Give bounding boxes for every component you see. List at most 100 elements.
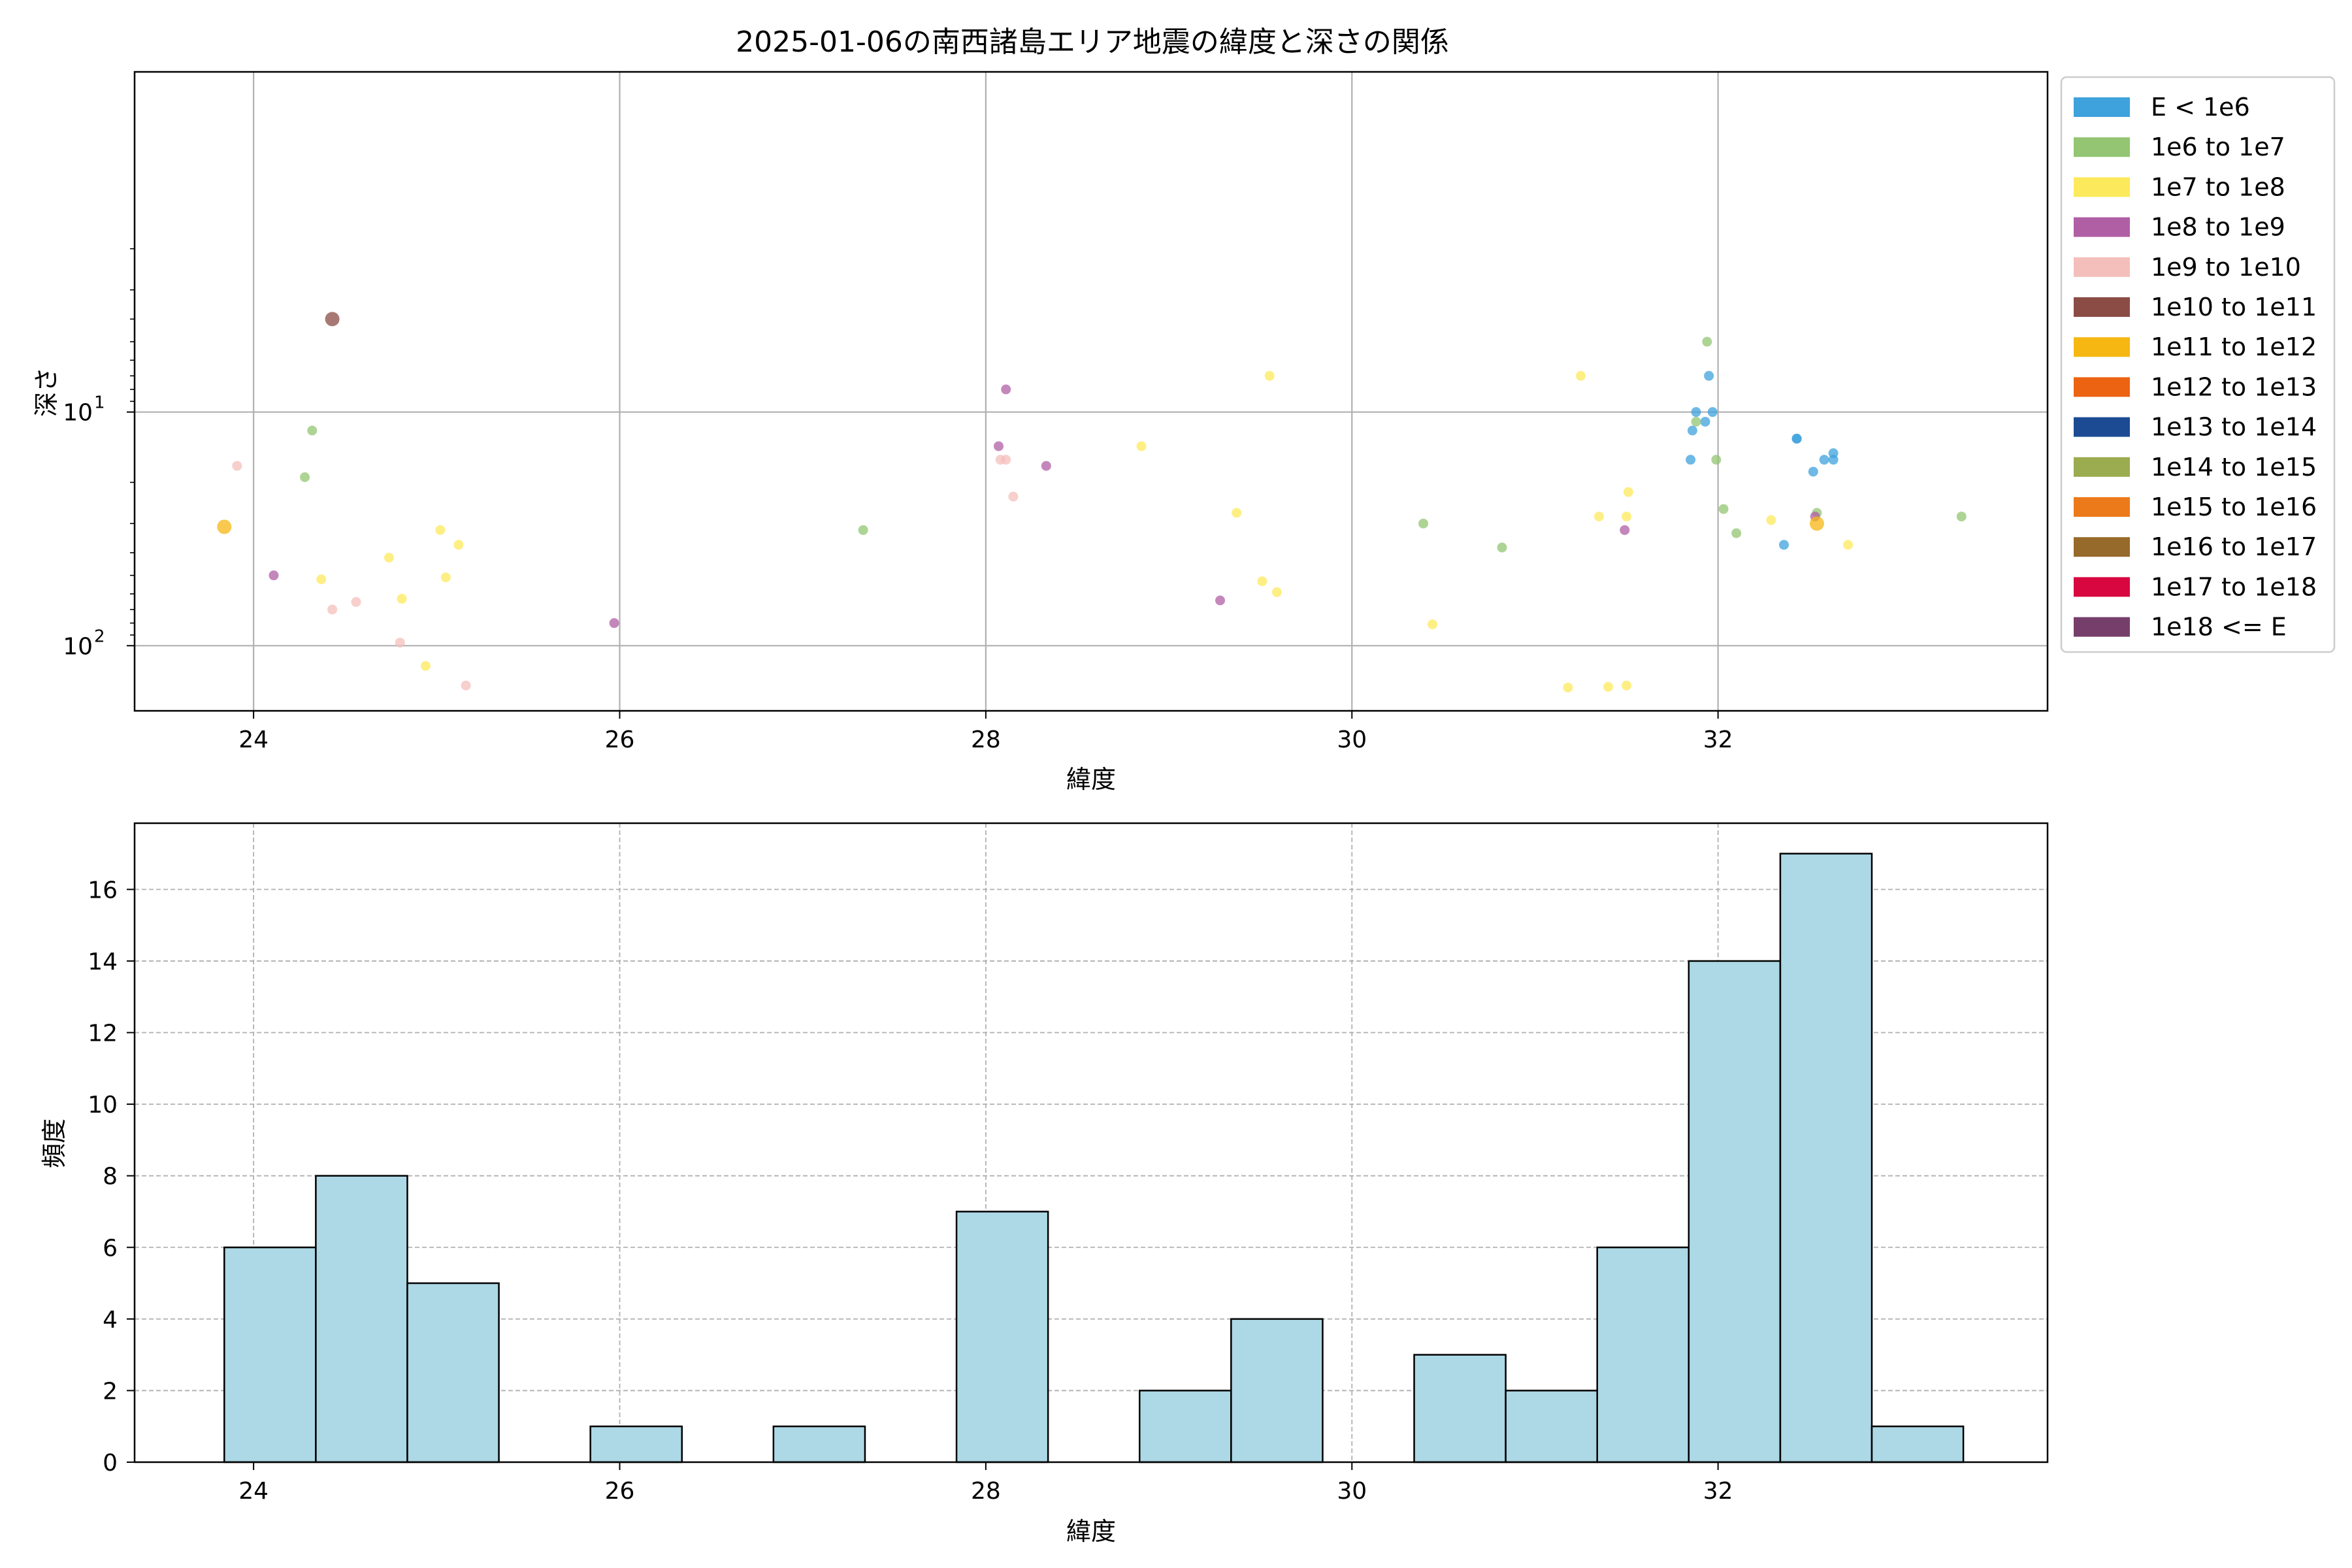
scatter-point xyxy=(421,661,431,671)
histogram-y-tick-label: 8 xyxy=(103,1164,118,1190)
scatter-point xyxy=(395,638,405,648)
histogram-x-tick-label: 28 xyxy=(971,1478,1001,1505)
legend-items: E < 1e6 1e6 to 1e7 1e7 to 1e8 1e8 to 1e9 1e9… xyxy=(2074,93,2317,642)
scatter-point xyxy=(327,604,338,615)
histogram-bar xyxy=(1688,960,1782,1463)
histogram-bar xyxy=(406,1282,500,1463)
scatter-point xyxy=(1620,525,1630,535)
scatter-point xyxy=(1418,518,1429,529)
legend-swatch xyxy=(2074,97,2130,117)
scatter-point xyxy=(1603,681,1614,692)
legend-label: 1e6 to 1e7 xyxy=(2151,133,2285,161)
legend-swatch xyxy=(2074,297,2130,317)
scatter-point xyxy=(1232,508,1242,518)
scatter-point xyxy=(300,472,310,482)
scatter-point xyxy=(453,540,464,550)
histogram-bar xyxy=(315,1175,408,1463)
histogram-y-tick-label: 10 xyxy=(88,1092,118,1119)
histogram-bar xyxy=(1505,1390,1598,1463)
scatter-y-tick-exponent: 2 xyxy=(94,627,105,646)
scatter-point xyxy=(1691,416,1701,427)
legend-label: 1e17 to 1e18 xyxy=(2151,572,2317,601)
scatter-points xyxy=(217,312,1967,693)
scatter-point xyxy=(1843,540,1854,550)
histogram-y-tick-label: 6 xyxy=(103,1235,118,1262)
scatter-point xyxy=(858,525,868,535)
scatter-x-tick-label: 24 xyxy=(238,727,269,753)
legend-swatch xyxy=(2074,497,2130,517)
legend-label: 1e14 to 1e15 xyxy=(2151,453,2317,482)
histogram-bar xyxy=(1139,1390,1232,1463)
legend-swatch xyxy=(2074,137,2130,157)
scatter-point xyxy=(316,574,327,585)
legend-label: 1e10 to 1e11 xyxy=(2151,293,2317,321)
scatter-point xyxy=(1686,455,1696,465)
scatter-x-axis-label: 緯度 xyxy=(1066,765,1116,794)
scatter-point xyxy=(461,680,471,691)
legend-label: 1e7 to 1e8 xyxy=(2151,172,2285,201)
legend-label: 1e18 <= E xyxy=(2151,613,2287,642)
histogram-x-axis-label: 緯度 xyxy=(1066,1517,1116,1546)
scatter-point xyxy=(1264,370,1275,381)
scatter-point xyxy=(1215,595,1226,606)
scatter-x-tick-label: 26 xyxy=(605,727,635,753)
legend: E < 1e6 1e6 to 1e7 1e7 to 1e8 1e8 to 1e9 1e9… xyxy=(2060,76,2336,653)
scatter-x-tick-label: 32 xyxy=(1703,727,1733,753)
scatter-point xyxy=(269,570,279,581)
histogram-bar xyxy=(589,1425,683,1463)
scatter-axes-frame xyxy=(133,71,2049,712)
scatter-point xyxy=(1622,680,1632,691)
scatter-x-tick-label: 28 xyxy=(971,727,1001,753)
scatter-point xyxy=(1711,455,1722,465)
scatter-point xyxy=(1819,455,1829,465)
scatter-point xyxy=(397,594,407,604)
scatter-point xyxy=(1622,512,1632,522)
legend-swatch xyxy=(2074,177,2130,197)
scatter-point xyxy=(1702,336,1712,347)
scatter-point xyxy=(1008,491,1019,502)
legend-swatch xyxy=(2074,577,2130,597)
scatter-point xyxy=(1136,441,1147,451)
scatter-y-tick-exponent: 1 xyxy=(94,393,105,413)
histogram-bar xyxy=(772,1425,866,1463)
scatter-point xyxy=(1271,587,1282,597)
histogram-bars xyxy=(223,853,1965,1463)
scatter-point xyxy=(1956,512,1967,522)
legend-label: 1e9 to 1e10 xyxy=(2151,253,2301,282)
histogram-x-tick-label: 24 xyxy=(238,1478,269,1505)
scatter-point xyxy=(1001,455,1011,465)
histogram-bar xyxy=(1596,1247,1690,1463)
scatter-point xyxy=(1594,512,1605,522)
histogram-x-tick-label: 26 xyxy=(605,1478,635,1505)
legend-label: 1e12 to 1e13 xyxy=(2151,372,2317,401)
scatter-point xyxy=(440,572,451,583)
legend-label: 1e8 to 1e9 xyxy=(2151,213,2285,242)
histogram-bar xyxy=(1779,853,1873,1463)
scatter-point xyxy=(1718,504,1729,514)
legend-label: 1e11 to 1e12 xyxy=(2151,333,2317,361)
scatter-point xyxy=(217,519,232,534)
scatter-point xyxy=(1623,487,1633,497)
scatter-point xyxy=(351,596,361,607)
legend-label: 1e16 to 1e17 xyxy=(2151,532,2317,561)
histogram-bar xyxy=(1230,1318,1324,1463)
legend-label: 1e15 to 1e16 xyxy=(2151,493,2317,521)
legend-swatch xyxy=(2074,257,2130,277)
scatter-point xyxy=(1704,370,1714,381)
histogram-y-tick-label: 16 xyxy=(88,877,118,904)
scatter-point xyxy=(994,441,1004,451)
scatter-point xyxy=(1497,542,1507,553)
legend-swatch xyxy=(2074,617,2130,637)
scatter-point xyxy=(1731,528,1742,538)
histogram-y-tick-label: 2 xyxy=(103,1378,118,1405)
histogram-y-tick-label: 0 xyxy=(103,1450,118,1477)
scatter-point xyxy=(1828,455,1838,465)
legend-swatch xyxy=(2074,457,2130,477)
scatter-point xyxy=(1808,466,1818,477)
scatter-point xyxy=(1576,370,1586,381)
scatter-point xyxy=(1779,540,1789,550)
